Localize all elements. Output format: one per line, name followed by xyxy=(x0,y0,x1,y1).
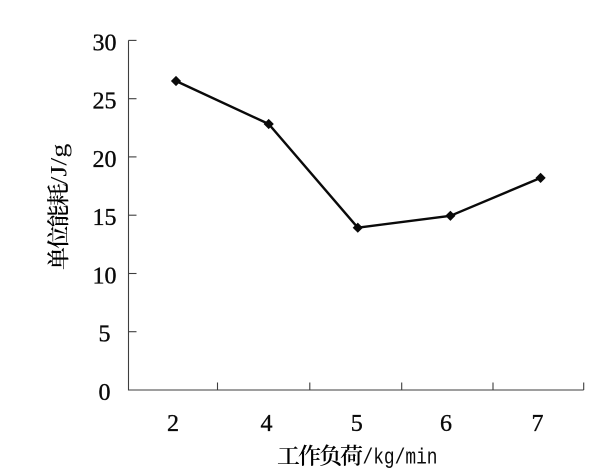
svg-text:20: 20 xyxy=(93,147,117,173)
svg-text:6: 6 xyxy=(440,411,452,437)
svg-text:7: 7 xyxy=(532,411,544,437)
svg-text:2: 2 xyxy=(167,411,179,437)
svg-text:30: 30 xyxy=(93,30,117,56)
svg-text:5: 5 xyxy=(99,322,111,348)
svg-text:15: 15 xyxy=(93,205,117,231)
svg-text:10: 10 xyxy=(93,264,117,290)
svg-text:25: 25 xyxy=(93,89,117,115)
svg-text:4: 4 xyxy=(261,411,273,437)
svg-text:/kg/min: /kg/min xyxy=(363,446,438,471)
svg-text:/J/g: /J/g xyxy=(47,143,72,185)
svg-text:5: 5 xyxy=(351,411,363,437)
svg-text:0: 0 xyxy=(99,380,111,406)
